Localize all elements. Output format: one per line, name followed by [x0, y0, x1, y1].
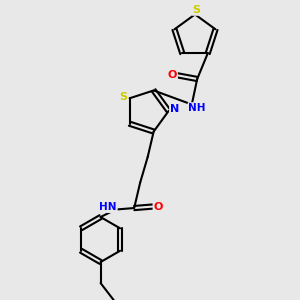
Text: N: N [170, 104, 179, 115]
Text: O: O [154, 202, 163, 212]
Text: S: S [193, 5, 200, 15]
Text: O: O [168, 70, 177, 80]
Text: S: S [119, 92, 128, 102]
Text: HN: HN [99, 202, 117, 212]
Text: NH: NH [188, 103, 206, 113]
